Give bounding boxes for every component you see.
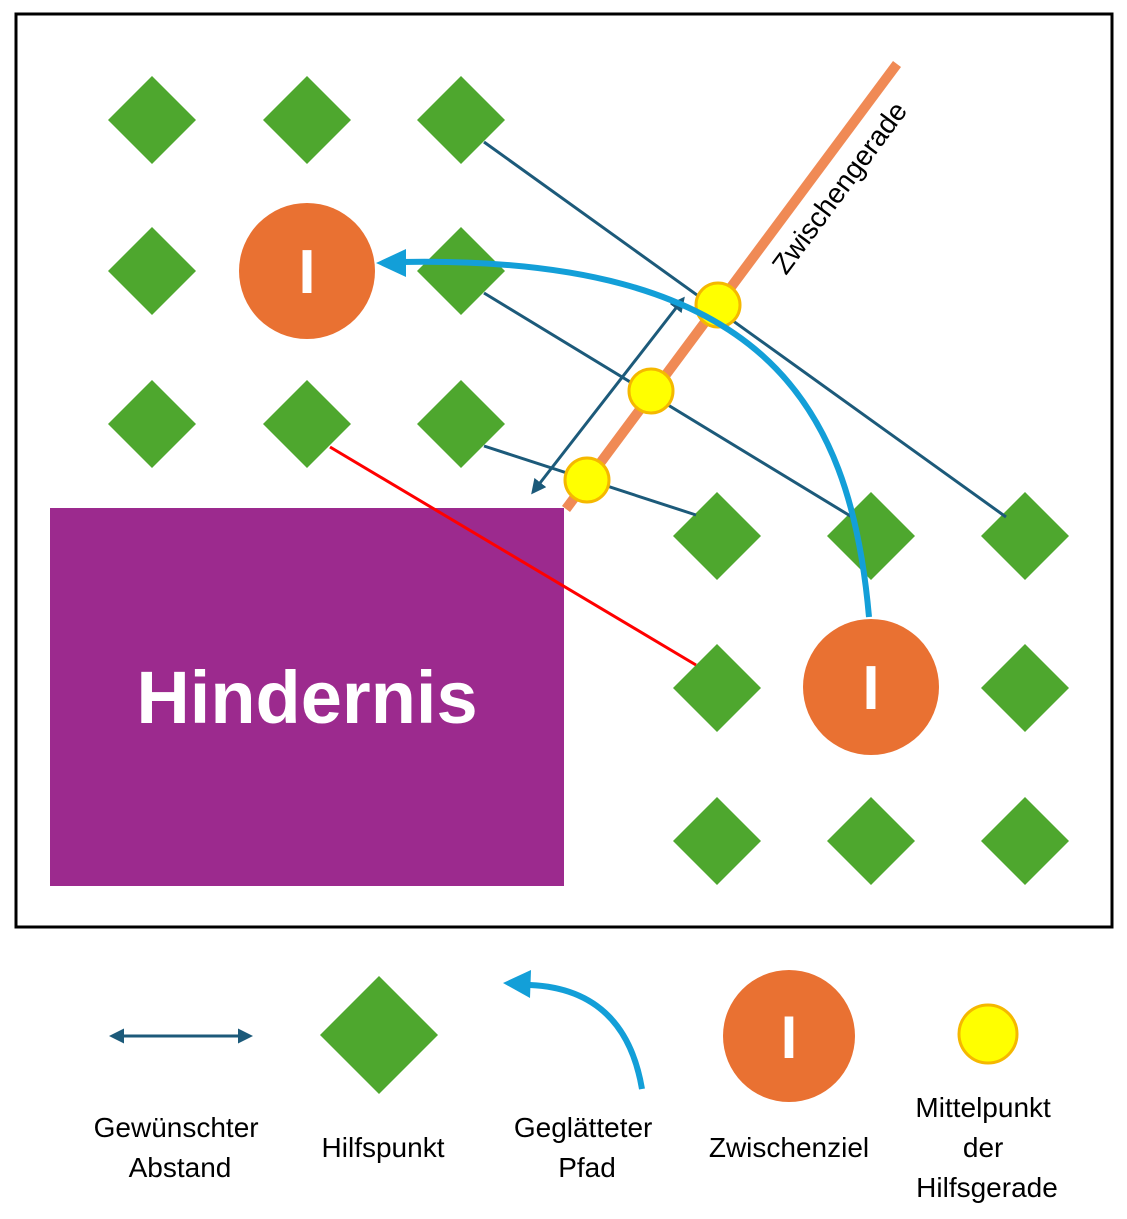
midpoint-icon [957, 1003, 1019, 1065]
legend-midpoint-label: Mittelpunkt der Hilfsgerade [915, 1092, 1058, 1203]
legend-desired-distance: Gewünschter Abstand [94, 1028, 267, 1183]
helper-point [263, 380, 351, 468]
helper-point [673, 797, 761, 885]
obstacle-label: Hindernis [136, 656, 477, 739]
helper-point [417, 227, 505, 315]
smoothed-path [399, 258, 872, 618]
legend-line: Mittelpunkt [915, 1092, 1051, 1123]
helper-point [108, 227, 196, 315]
legend-intermediate-goal: I Zwischenziel [709, 970, 869, 1163]
violation-line [329, 445, 697, 667]
legend-midpoint: Mittelpunkt der Hilfsgerade [915, 1003, 1058, 1203]
midpoints [563, 281, 742, 504]
legend: Gewünschter Abstand Hilfspunkt Geglättet… [94, 970, 1058, 1203]
helper-point [981, 644, 1069, 732]
goal-symbol: I [862, 654, 879, 723]
legend-smoothed-path-label: Geglätteter Pfad [514, 1112, 660, 1183]
legend-helper-point-label: Hilfspunkt [322, 1132, 445, 1163]
helper-point [827, 797, 915, 885]
legend-line: Hilfspunkt [322, 1132, 445, 1163]
helper-point [417, 76, 505, 164]
obstacle: Hindernis [50, 508, 564, 886]
helper-point [263, 76, 351, 164]
helper-point [108, 380, 196, 468]
helper-point [981, 797, 1069, 885]
legend-desired-distance-label: Gewünschter Abstand [94, 1112, 267, 1183]
goal-icon-symbol: I [781, 1004, 798, 1071]
helper-point [108, 76, 196, 164]
legend-line: Zwischenziel [709, 1132, 869, 1163]
goal-icon [723, 970, 855, 1102]
helper-point [417, 380, 505, 468]
legend-line: Abstand [129, 1152, 232, 1183]
legend-helper-point: Hilfspunkt [320, 976, 445, 1163]
smoothed-path-icon [529, 982, 645, 1090]
legend-line: Gewünschter [94, 1112, 259, 1143]
helper-line [483, 140, 1007, 519]
legend-line: Geglätteter [514, 1112, 653, 1143]
smoothed-path-icon-arrowhead [503, 970, 531, 998]
smoothed-path-arrowhead [376, 249, 406, 277]
obstacle-block [50, 508, 564, 886]
legend-line: Pfad [558, 1152, 616, 1183]
legend-smoothed-path: Geglätteter Pfad [503, 970, 660, 1183]
midpoint [563, 456, 611, 504]
goal-circle [239, 203, 375, 339]
desired-distance-arrow [531, 296, 685, 495]
intermediate-goal-end: I [803, 619, 939, 755]
legend-line: der [963, 1132, 1003, 1163]
legend-line: Hilfsgerade [916, 1172, 1058, 1203]
legend-intermediate-goal-label: Zwischenziel [709, 1132, 869, 1163]
goal-circle [803, 619, 939, 755]
intermediate-goal-start: I [239, 203, 375, 339]
helper-point-icon [320, 976, 438, 1094]
midpoint [627, 367, 675, 415]
goal-symbol: I [298, 238, 315, 307]
